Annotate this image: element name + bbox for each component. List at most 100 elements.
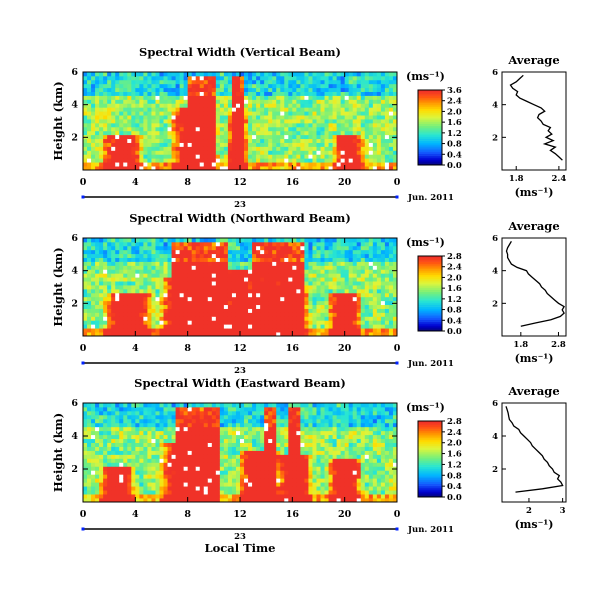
- average-x-tick-label: 1.8: [513, 340, 528, 350]
- x-tick-label: 0: [80, 177, 87, 188]
- y-tick-label: 2: [71, 464, 78, 475]
- y-axis-label: Height (km): [51, 81, 65, 160]
- x-axis-label: Local Time: [205, 541, 276, 555]
- heatmap-cells: [83, 238, 398, 337]
- average-y-tick-label: 2: [492, 133, 498, 143]
- average-y-tick-label: 4: [492, 101, 498, 111]
- panel-2: Spectral Width (Northward Beam)0 4 8 12 16 20…: [51, 211, 567, 376]
- average-frame: [501, 402, 567, 503]
- x-tick-label: 20: [338, 343, 352, 354]
- average-profile: Average 6 4 2 1.8 2.8 (ms⁻¹): [492, 219, 567, 365]
- x-tick-label: 8: [184, 343, 191, 354]
- panel-3: Spectral Width (Eastward Beam)0 4 8 12 16 20 0…: [51, 376, 567, 555]
- x-tick-label: 0: [394, 177, 401, 188]
- date-label: 23: [234, 200, 246, 210]
- x-tick-label: 12: [233, 509, 246, 520]
- average-y-tick-label: 6: [492, 399, 498, 409]
- colorbar-tick-label: 2.8: [447, 252, 462, 262]
- colorbar-unit-label: (ms⁻¹): [406, 401, 445, 414]
- x-tick-label: 0: [394, 343, 401, 354]
- colorbar-tick-label: 2.8: [447, 417, 462, 427]
- colorbar-tick-label: 0.4: [447, 316, 462, 326]
- date-axis-start-marker: [81, 527, 85, 531]
- colorbar-tick-label: 3.6: [447, 86, 462, 96]
- y-axis-label: Height (km): [51, 413, 65, 492]
- colorbar-tick-label: 1.2: [447, 295, 462, 305]
- x-tick-label: 4: [132, 343, 139, 354]
- colorbar-frame: [417, 89, 443, 166]
- average-x-tick-label: 2.8: [551, 340, 566, 350]
- average-x-tick-label: 2: [526, 506, 532, 516]
- date-axis-start-marker: [81, 195, 85, 199]
- colorbar-tick-label: 0.8: [447, 140, 462, 150]
- average-line: [505, 406, 564, 493]
- x-tick-label: 12: [233, 177, 246, 188]
- x-tick-label: 8: [184, 509, 191, 520]
- colorbar-tick-label: 2.0: [447, 107, 462, 117]
- colorbar-tick-label: 1.6: [447, 450, 462, 460]
- y-axis-label: Height (km): [51, 247, 65, 326]
- average-y-tick-label: 4: [492, 267, 498, 277]
- colorbar-tick-label: 2.4: [447, 97, 462, 107]
- colorbar-tick-label: 2.4: [447, 263, 462, 273]
- colorbar-tick-label: 0.8: [447, 306, 462, 316]
- colorbar-frame: [417, 255, 443, 332]
- colorbar-unit-label: (ms⁻¹): [406, 236, 445, 249]
- x-tick-label: 16: [286, 343, 300, 354]
- panel-title: Spectral Width (Eastward Beam): [134, 376, 346, 390]
- heatmap-cells: [83, 403, 398, 503]
- average-y-tick-label: 6: [492, 234, 498, 244]
- panel-title: Spectral Width (Northward Beam): [129, 211, 351, 225]
- panel-title: Spectral Width (Vertical Beam): [139, 45, 341, 59]
- y-tick-label: 2: [71, 298, 78, 309]
- x-tick-label: 0: [394, 509, 401, 520]
- date-axis-start-marker: [81, 361, 85, 365]
- x-tick-label: 20: [338, 509, 352, 520]
- date-axis-end-marker: [395, 527, 399, 531]
- colorbar-tick-label: 1.2: [447, 129, 462, 139]
- date-label: 23: [234, 532, 246, 542]
- colorbar-tick-label: 1.6: [447, 118, 462, 128]
- average-y-tick-label: 4: [492, 432, 498, 442]
- average-x-tick-label: 2.4: [551, 174, 566, 184]
- colorbar-unit-label: (ms⁻¹): [406, 70, 445, 83]
- average-y-tick-label: 2: [492, 299, 498, 309]
- average-line: [509, 74, 563, 161]
- average-x-tick-label: 3: [560, 506, 566, 516]
- x-tick-label: 4: [132, 177, 139, 188]
- x-tick-label: 16: [286, 177, 300, 188]
- average-x-label: (ms⁻¹): [515, 186, 554, 199]
- colorbar: 2.82.42.01.61.20.80.40.0: [417, 417, 462, 503]
- heatmap-cells: [83, 72, 398, 171]
- colorbar-tick-label: 0.0: [447, 493, 462, 503]
- x-tick-label: 12: [233, 343, 246, 354]
- colorbar-tick-label: 1.2: [447, 460, 462, 470]
- average-line: [505, 240, 565, 327]
- average-x-label: (ms⁻¹): [515, 352, 554, 365]
- average-title: Average: [507, 384, 559, 398]
- month-label: Jun. 2011: [407, 525, 454, 535]
- date-label: 23: [234, 366, 246, 376]
- colorbar-tick-label: 1.6: [447, 284, 462, 294]
- y-tick-label: 4: [71, 266, 78, 277]
- average-x-tick-label: 1.8: [509, 174, 524, 184]
- y-tick-label: 2: [71, 132, 78, 143]
- month-label: Jun. 2011: [407, 193, 454, 203]
- colorbar-tick-label: 0.0: [447, 161, 462, 171]
- date-axis-end-marker: [395, 195, 399, 199]
- average-title: Average: [507, 53, 559, 67]
- panel-1: Spectral Width (Vertical Beam)0 4 8 12 16 20 0…: [51, 45, 567, 210]
- colorbar-tick-label: 2.0: [447, 273, 462, 283]
- y-tick-label: 4: [71, 100, 78, 111]
- colorbar: 3.62.42.01.61.20.80.40.0: [417, 86, 462, 171]
- colorbar: 2.82.42.01.61.20.80.40.0: [417, 252, 462, 337]
- y-tick-label: 6: [71, 398, 78, 409]
- colorbar-tick-label: 2.4: [447, 428, 462, 438]
- average-title: Average: [507, 219, 559, 233]
- y-tick-label: 6: [71, 67, 78, 78]
- y-tick-label: 4: [71, 431, 78, 442]
- x-tick-label: 16: [286, 509, 300, 520]
- x-tick-label: 0: [80, 509, 87, 520]
- average-x-label: (ms⁻¹): [515, 518, 554, 531]
